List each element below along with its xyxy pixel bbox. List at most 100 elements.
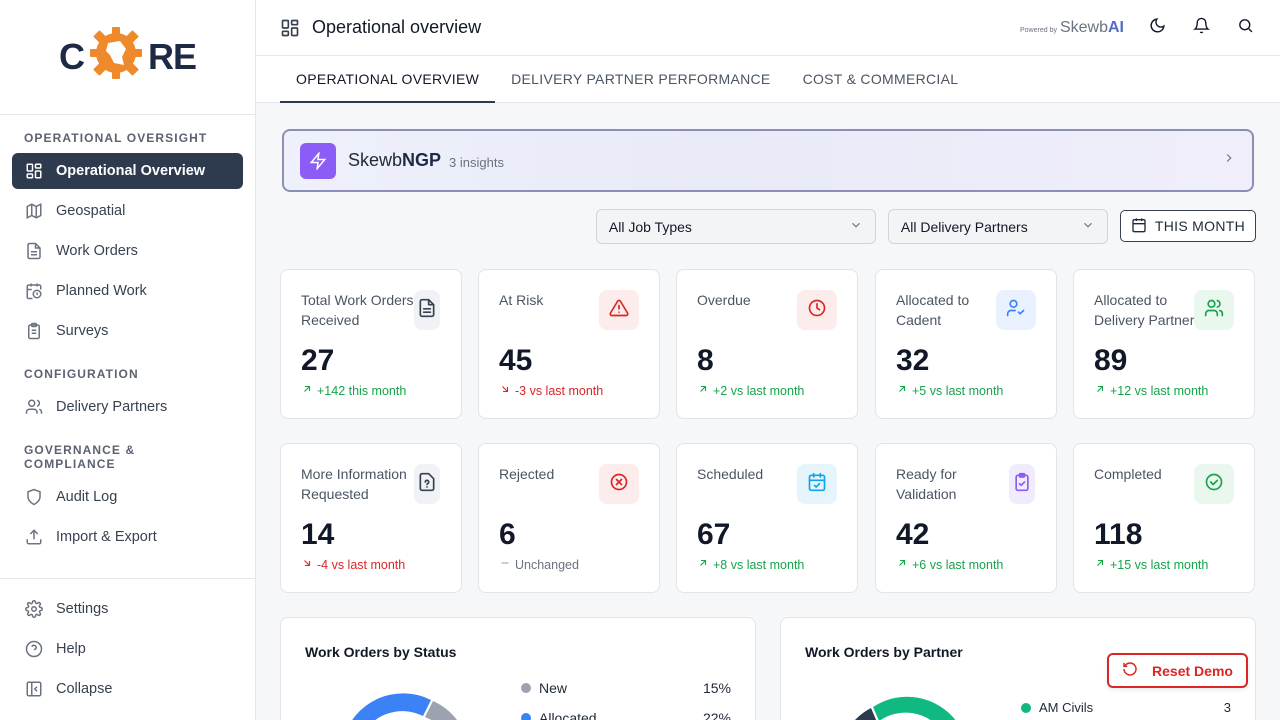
- alert-triangle-icon: [609, 298, 629, 323]
- kpi-label: Allocated to Delivery Partner: [1094, 292, 1195, 328]
- kpi-card-at-risk[interactable]: At Risk 45 -3 vs last month: [478, 269, 660, 419]
- kpi-label: Total Work Orders Received: [301, 292, 414, 328]
- top-header: Operational overview Powered by SkewbAI: [256, 0, 1280, 56]
- status-chart-panel: Work Orders by Status New 15% Allocated …: [280, 617, 756, 720]
- shield-icon: [24, 487, 44, 507]
- kpi-trend: +2 vs last month: [697, 383, 804, 398]
- kpi-trend-text: -4 vs last month: [317, 557, 406, 572]
- upload-icon: [24, 527, 44, 547]
- kpi-card-overdue[interactable]: Overdue 8 +2 vs last month: [676, 269, 858, 419]
- status-donut: [352, 693, 457, 720]
- legend-value: 15%: [702, 680, 731, 696]
- user-check-icon: [1006, 298, 1026, 323]
- section-title-oversight: OPERATIONAL OVERSIGHT: [24, 131, 208, 145]
- tab-operational-overview[interactable]: OPERATIONAL OVERVIEW: [280, 56, 496, 103]
- kpi-value: 27: [301, 344, 335, 377]
- kpi-label: Allocated to Cadent: [896, 292, 970, 328]
- logo[interactable]: C RE: [0, 0, 255, 115]
- powered-by-badge: Powered by SkewbAI: [1020, 19, 1124, 37]
- tab-delivery-partner-performance[interactable]: DELIVERY PARTNER PERFORMANCE: [511, 71, 771, 87]
- partner-chart-title: Work Orders by Partner: [805, 644, 963, 660]
- kpi-trend-text: +8 vs last month: [713, 557, 805, 572]
- trend-up-icon: [301, 383, 313, 398]
- theme-toggle-button[interactable]: [1146, 17, 1168, 39]
- sidebar-footer: Settings Help Collapse: [0, 578, 255, 711]
- kpi-value: 14: [301, 518, 335, 551]
- sidebar-item-label: Delivery Partners: [56, 399, 168, 415]
- kpi-trend: -4 vs last month: [301, 557, 405, 572]
- document-icon: [417, 298, 437, 323]
- calendar-clock-icon: [24, 281, 44, 301]
- users-icon: [24, 397, 44, 417]
- insights-banner[interactable]: SkewbNGP 3 insights: [282, 129, 1254, 192]
- kpi-label: More Information Requested: [301, 466, 407, 502]
- kpi-trend: +8 vs last month: [697, 557, 804, 572]
- sidebar-item-surveys[interactable]: Surveys: [12, 313, 243, 349]
- filter-bar: All Job Types All Delivery Partners THIS…: [595, 209, 1256, 244]
- kpi-value: 45: [499, 344, 533, 377]
- sidebar-item-label: Work Orders: [56, 243, 138, 259]
- sidebar-item-import-export[interactable]: Import & Export: [12, 519, 243, 555]
- donut-segment-new: [425, 701, 457, 720]
- moon-icon: [1149, 17, 1166, 39]
- period-button[interactable]: THIS MONTH: [1119, 210, 1256, 242]
- kpi-trend-text: +12 vs last month: [1110, 383, 1209, 398]
- trend-up-icon: [896, 557, 908, 572]
- donut-segment-am-civils: [873, 696, 956, 720]
- sidebar-item-help[interactable]: Help: [12, 631, 243, 667]
- insight-count: 3 insights: [449, 154, 504, 170]
- sidebar-item-delivery-partners[interactable]: Delivery Partners: [12, 389, 243, 425]
- search-button[interactable]: [1234, 17, 1256, 39]
- sidebar-item-label: Settings: [56, 601, 109, 617]
- clipboard-check-icon: [1012, 472, 1032, 497]
- main-content: SkewbNGP 3 insights All Job Types All De…: [256, 103, 1280, 720]
- partner-chart-panel: Work Orders by Partner AM Civils 3: [780, 617, 1256, 720]
- job-types-select[interactable]: All Job Types: [595, 209, 876, 244]
- trend-down-icon: [301, 557, 313, 572]
- section-title-configuration: CONFIGURATION: [24, 367, 139, 381]
- kpi-trend: +142 this month: [301, 383, 406, 398]
- sidebar-item-label: Operational Overview: [56, 163, 206, 179]
- reset-demo-button[interactable]: Reset Demo: [1107, 653, 1248, 688]
- kpi-value: 89: [1094, 344, 1128, 377]
- sidebar-item-audit-log[interactable]: Audit Log: [12, 479, 243, 515]
- kpi-card-rejected[interactable]: Rejected 6 Unchanged: [478, 443, 660, 593]
- kpi-card-more-information-requested[interactable]: More Information Requested 14 -4 vs last m…: [280, 443, 462, 593]
- kpi-card-total-work-orders-received[interactable]: Total Work Orders Received 27 +142 this mo…: [280, 269, 462, 419]
- kpi-card-ready-for-validation[interactable]: Ready for Validation 42 +6 vs last month: [875, 443, 1057, 593]
- kpi-card-scheduled[interactable]: Scheduled 67 +8 vs last month: [676, 443, 858, 593]
- file-question-icon: [417, 472, 437, 497]
- gear-icon: [24, 599, 44, 619]
- kpi-card-allocated-to-cadent[interactable]: Allocated to Cadent 32 +5 vs last month: [875, 269, 1057, 419]
- sidebar-item-geospatial[interactable]: Geospatial: [12, 193, 243, 229]
- sidebar-item-work-orders[interactable]: Work Orders: [12, 233, 243, 269]
- check-circle-icon: [1204, 472, 1224, 497]
- users-icon: [1204, 298, 1224, 323]
- sidebar-item-operational-overview[interactable]: Operational Overview: [12, 153, 243, 189]
- gear-logo-icon: [86, 23, 146, 92]
- legend-dot: [521, 683, 531, 693]
- kpi-label: Scheduled: [697, 466, 764, 482]
- notifications-button[interactable]: [1190, 17, 1212, 39]
- trend-flat-icon: [499, 557, 511, 572]
- lightning-icon: [300, 142, 336, 179]
- sidebar-item-settings[interactable]: Settings: [12, 591, 243, 627]
- kpi-label: Overdue: [697, 292, 751, 308]
- trend-up-icon: [1094, 557, 1106, 572]
- sidebar-item-collapse[interactable]: Collapse: [12, 671, 243, 707]
- tab-cost-commercial[interactable]: COST & COMMERCIAL: [802, 71, 959, 87]
- kpi-card-completed[interactable]: Completed 118 +15 vs last month: [1073, 443, 1255, 593]
- kpi-card-allocated-to-delivery-partner[interactable]: Allocated to Delivery Partner 89 +12 vs la…: [1073, 269, 1255, 419]
- calendar-icon: [1131, 217, 1147, 236]
- sidebar-item-planned-work[interactable]: Planned Work: [12, 273, 243, 309]
- delivery-partners-select[interactable]: All Delivery Partners: [887, 209, 1108, 244]
- kpi-trend-text: +15 vs last month: [1110, 557, 1209, 572]
- logo-letter-left: C: [58, 36, 85, 77]
- layout-grid-icon: [280, 18, 300, 38]
- sidebar-item-label: Import & Export: [56, 529, 157, 545]
- kpi-trend-text: Unchanged: [515, 557, 579, 572]
- kpi-value: 67: [697, 518, 731, 551]
- search-icon: [1237, 17, 1254, 39]
- powered-brand-ai: AI: [1108, 18, 1124, 36]
- map-icon: [24, 201, 44, 221]
